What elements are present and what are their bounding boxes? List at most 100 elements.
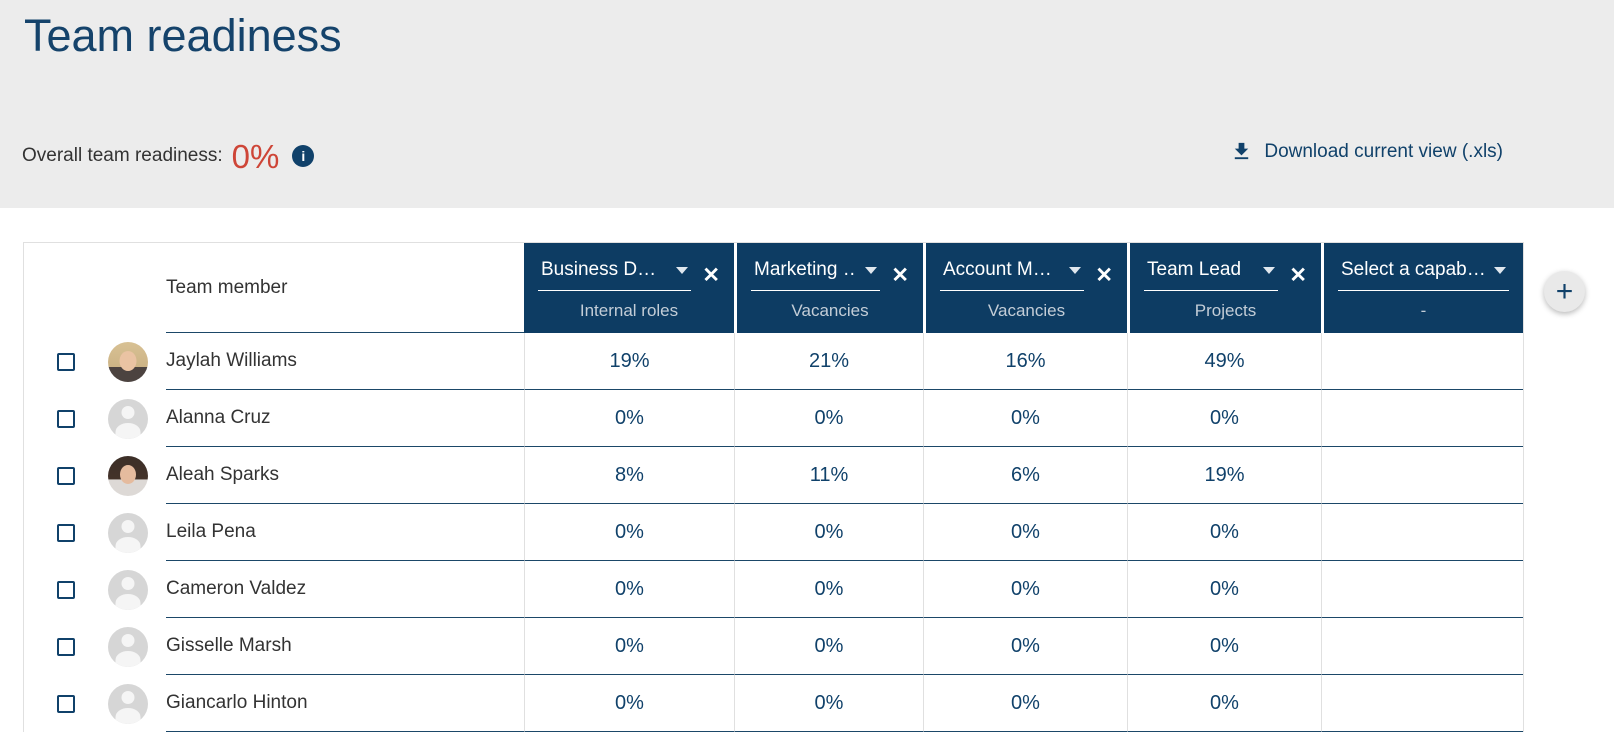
member-name: Cameron Valdez bbox=[166, 561, 524, 618]
readiness-table: Team member Business D… ✕ Internal roles Ma… bbox=[23, 242, 1524, 732]
capability-category-label: - bbox=[1420, 301, 1427, 320]
table-row: Giancarlo Hinton 0% 0% 0% 0% bbox=[24, 675, 1523, 732]
readiness-cell: 0% bbox=[524, 390, 734, 447]
person-silhouette-body bbox=[115, 593, 141, 610]
remove-capability-icon[interactable]: ✕ bbox=[1289, 263, 1307, 287]
table-row: Jaylah Williams 19% 21% 16% 49% bbox=[24, 333, 1523, 390]
readiness-cell: 0% bbox=[524, 618, 734, 675]
capability-category-label: Projects bbox=[1194, 301, 1257, 320]
table-body: Jaylah Williams 19% 21% 16% 49% Alanna Cruz 0%… bbox=[24, 333, 1523, 732]
readiness-cell: 0% bbox=[734, 618, 923, 675]
readiness-cell: 0% bbox=[524, 504, 734, 561]
remove-capability-icon[interactable]: ✕ bbox=[702, 263, 720, 287]
row-select-zone bbox=[24, 675, 166, 732]
capability-header-row: Business D… ✕ Internal roles Marketing … ✕ Va… bbox=[524, 243, 1523, 333]
capability-selector[interactable]: Marketing … bbox=[751, 259, 881, 291]
readiness-cell: 0% bbox=[923, 618, 1127, 675]
row-checkbox[interactable] bbox=[57, 637, 75, 656]
row-checkbox[interactable] bbox=[57, 580, 75, 599]
avatar bbox=[108, 455, 148, 496]
readiness-cell: 8% bbox=[524, 447, 734, 504]
person-silhouette-body bbox=[115, 650, 141, 667]
add-capability-button[interactable]: + bbox=[1544, 271, 1585, 312]
capability-selector[interactable]: Account M… bbox=[940, 259, 1085, 291]
table-row: Aleah Sparks 8% 11% 6% 19% bbox=[24, 447, 1523, 504]
page-title: Team readiness bbox=[24, 10, 342, 61]
chevron-down-icon bbox=[865, 266, 878, 274]
overall-readiness-label: Overall team readiness: bbox=[22, 145, 223, 166]
readiness-cell: 0% bbox=[734, 504, 923, 561]
member-name: Aleah Sparks bbox=[166, 447, 524, 504]
row-select-zone bbox=[24, 447, 166, 504]
info-icon[interactable]: i bbox=[292, 145, 315, 167]
row-select-zone bbox=[24, 390, 166, 447]
member-name: Alanna Cruz bbox=[166, 390, 524, 447]
header-spacer bbox=[24, 243, 166, 333]
capability-selector-label: Select a capab… bbox=[1341, 259, 1486, 280]
member-name: Gisselle Marsh bbox=[166, 618, 524, 675]
readiness-cell: 0% bbox=[923, 390, 1127, 447]
readiness-cell: 0% bbox=[1127, 618, 1321, 675]
remove-capability-icon[interactable]: ✕ bbox=[1095, 263, 1113, 287]
capability-selector[interactable]: Select a capab… bbox=[1338, 259, 1509, 291]
overall-readiness-value: 0% bbox=[231, 137, 280, 175]
member-name: Leila Pena bbox=[166, 504, 524, 561]
readiness-cell: 49% bbox=[1127, 333, 1321, 390]
readiness-cell: 21% bbox=[734, 333, 923, 390]
row-select-zone bbox=[24, 618, 166, 675]
row-select-zone bbox=[24, 561, 166, 618]
person-silhouette-head bbox=[121, 633, 135, 647]
capability-selector[interactable]: Team Lead bbox=[1144, 259, 1279, 291]
readiness-cell: 16% bbox=[923, 333, 1127, 390]
capability-selector-label: Team Lead bbox=[1147, 259, 1242, 280]
capability-selector-label: Business D… bbox=[541, 259, 657, 280]
readiness-cell: 0% bbox=[1127, 561, 1321, 618]
row-checkbox[interactable] bbox=[57, 352, 75, 371]
avatar bbox=[108, 626, 148, 667]
person-silhouette-head bbox=[121, 405, 135, 419]
team-member-header-label: Team member bbox=[166, 243, 524, 333]
capability-category-label: Vacancies bbox=[791, 301, 869, 320]
team-member-header: Team member bbox=[24, 243, 524, 333]
chevron-down-icon bbox=[1494, 266, 1506, 274]
table-row: Cameron Valdez 0% 0% 0% 0% bbox=[24, 561, 1523, 618]
capability-column-header-5: Select a capab… - bbox=[1321, 243, 1523, 333]
capability-selector-row: Team Lead ✕ bbox=[1144, 259, 1307, 291]
avatar bbox=[108, 569, 148, 610]
avatar bbox=[108, 683, 148, 724]
capability-selector-label: Marketing … bbox=[754, 259, 858, 280]
capability-column-header-1: Business D… ✕ Internal roles bbox=[524, 243, 734, 333]
readiness-cell: 0% bbox=[734, 675, 923, 732]
readiness-cell: 0% bbox=[524, 675, 734, 732]
row-select-zone bbox=[24, 333, 166, 390]
person-silhouette-head bbox=[121, 519, 135, 533]
readiness-cell bbox=[1321, 504, 1523, 561]
table-row: Alanna Cruz 0% 0% 0% 0% bbox=[24, 390, 1523, 447]
readiness-cell: 0% bbox=[734, 390, 923, 447]
readiness-cell: 0% bbox=[734, 561, 923, 618]
person-silhouette-head bbox=[121, 690, 135, 704]
chevron-down-icon bbox=[1069, 266, 1082, 274]
readiness-cell: 0% bbox=[923, 504, 1127, 561]
download-link[interactable]: Download current view (.xls) bbox=[1230, 140, 1503, 163]
readiness-cell: 0% bbox=[1127, 390, 1321, 447]
capability-selector-row: Marketing … ✕ bbox=[751, 259, 909, 291]
header-band: Team readiness Overall team readiness: 0… bbox=[0, 0, 1614, 208]
avatar bbox=[108, 398, 148, 439]
readiness-cell: 0% bbox=[923, 675, 1127, 732]
readiness-cell: 0% bbox=[1127, 504, 1321, 561]
readiness-cell bbox=[1321, 447, 1523, 504]
row-checkbox[interactable] bbox=[57, 694, 75, 713]
chevron-down-icon bbox=[676, 266, 689, 274]
capability-selector[interactable]: Business D… bbox=[538, 259, 692, 291]
remove-capability-icon[interactable]: ✕ bbox=[891, 263, 909, 287]
readiness-cell: 19% bbox=[524, 333, 734, 390]
row-checkbox[interactable] bbox=[57, 409, 75, 428]
row-checkbox[interactable] bbox=[57, 466, 75, 485]
row-checkbox[interactable] bbox=[57, 523, 75, 542]
capability-category-label: Vacancies bbox=[987, 301, 1066, 320]
readiness-cell bbox=[1321, 390, 1523, 447]
overall-readiness: Overall team readiness: 0% i bbox=[22, 132, 315, 180]
avatar bbox=[108, 512, 148, 553]
person-silhouette-head bbox=[121, 576, 135, 590]
